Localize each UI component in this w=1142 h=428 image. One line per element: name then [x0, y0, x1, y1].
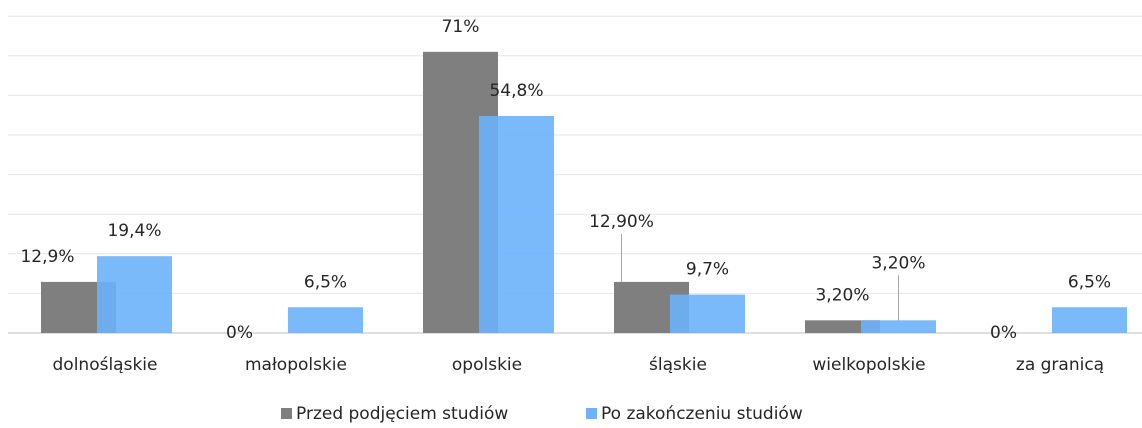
- data-label: 6,5%: [1068, 272, 1111, 292]
- legend-label: Przed podjęciem studiów: [296, 404, 508, 424]
- data-label: 54,8%: [489, 81, 543, 101]
- x-tick-label: opolskie: [452, 355, 522, 375]
- data-label: 3,20%: [871, 253, 925, 273]
- data-label: 9,7%: [686, 260, 729, 280]
- bar: [97, 256, 172, 333]
- x-tick-label: wielkopolskie: [812, 355, 925, 375]
- x-tick-label: małopolskie: [245, 355, 347, 375]
- bar: [479, 115, 554, 333]
- data-label: 19,4%: [107, 221, 161, 241]
- legend-label: Po zakończeniu studiów: [601, 404, 803, 424]
- x-tick-label: śląskie: [649, 355, 707, 375]
- data-label: 6,5%: [304, 272, 347, 292]
- x-tick-label: za granicą: [1016, 355, 1104, 375]
- bar: [670, 294, 745, 333]
- data-label: 3,20%: [815, 285, 869, 305]
- bar: [1052, 307, 1127, 333]
- x-tick-label: dolnośląskie: [53, 355, 158, 375]
- legend-swatch: [586, 408, 597, 419]
- data-label: 12,90%: [589, 212, 654, 232]
- bar: [288, 307, 363, 333]
- data-label: 0%: [226, 323, 253, 343]
- bar: [861, 320, 936, 333]
- data-label: 71%: [442, 17, 480, 37]
- data-label: 0%: [990, 323, 1017, 343]
- legend-swatch: [281, 408, 292, 419]
- data-label: 12,9%: [20, 247, 74, 267]
